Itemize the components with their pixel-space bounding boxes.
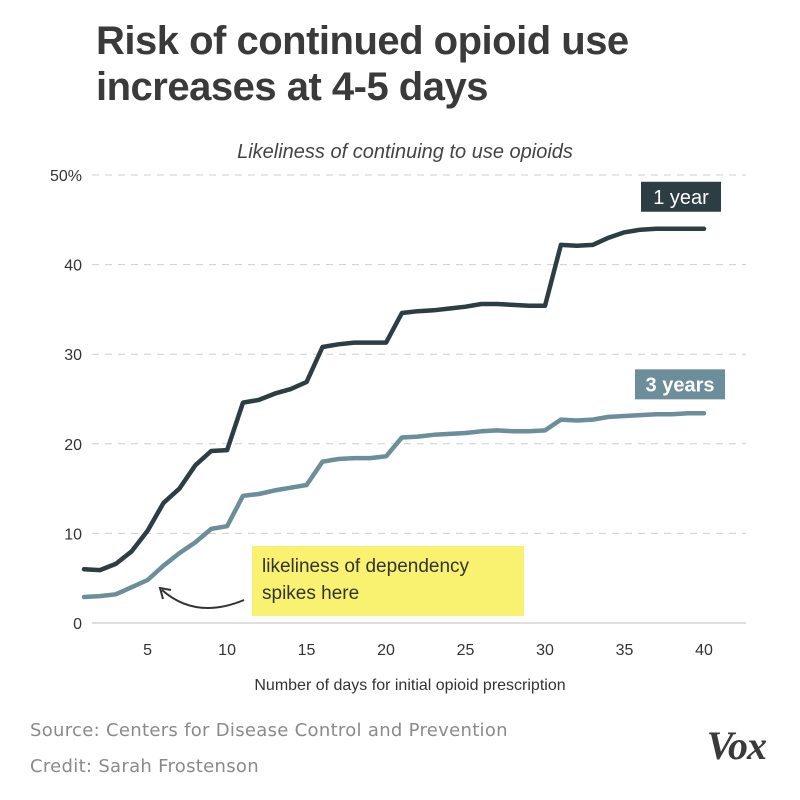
x-tick-label: 5 [143,642,152,659]
series-line-1-year [81,226,707,573]
x-tick-label: 15 [298,642,316,659]
series-label-1-year: 1 year [641,181,721,212]
annotation-line-1: likeliness of dependency [262,556,470,577]
chart-title: Risk of continued opioid use increases a… [96,19,629,109]
y-tick-label: 20 [64,437,82,454]
x-axis-label: Number of days for initial opioid prescr… [254,677,565,694]
annotation-arrow [161,589,245,609]
series-line-3-years [81,411,707,600]
series-label-box [641,181,721,212]
y-tick-labels: 0 10 20 30 40 50% [50,168,82,633]
y-tick-label: 10 [64,526,82,543]
series-label-text: 1 year [653,187,709,209]
vox-logo: Vox [706,723,767,768]
annotation-box [252,546,524,616]
x-tick-label: 35 [616,642,634,659]
y-tick-label: 40 [64,258,82,275]
series-label-box [635,369,725,400]
y-tick-label: 50% [50,168,82,185]
x-tick-labels: 5 10 15 20 25 30 35 40 [143,642,713,659]
annotation-line-2: spikes here [262,583,359,604]
x-tick-label: 30 [536,642,554,659]
x-tick-label: 20 [377,642,395,659]
x-tick-label: 25 [457,642,475,659]
series-labels: 1 year 3 years [635,181,725,400]
series-lines [81,226,707,600]
author-credit: Credit: Sarah Frostenson [30,756,259,777]
chart-subtitle: Likeliness of continuing to use opioids [237,141,573,163]
grid-lines [92,174,746,534]
y-tick-label: 30 [64,347,82,364]
y-tick-label: 0 [73,616,82,633]
x-tick-label: 10 [218,642,236,659]
annotation: likeliness of dependency spikes here [158,546,524,616]
series-label-3-years: 3 years [635,369,725,400]
annotation-arrowhead [158,586,172,600]
series-label-text: 3 years [646,374,715,396]
x-tick-label: 40 [695,642,713,659]
source-credit: Source: Centers for Disease Control and … [30,720,508,741]
